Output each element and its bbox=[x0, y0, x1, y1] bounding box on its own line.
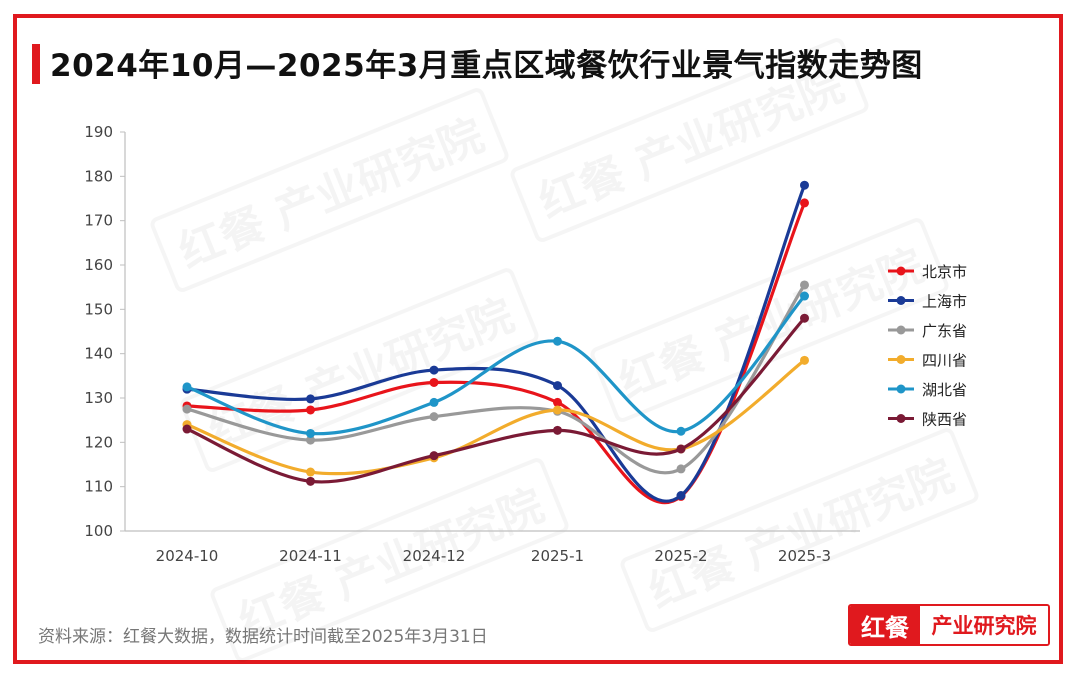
data-point bbox=[553, 397, 562, 407]
data-point bbox=[800, 180, 809, 190]
data-point bbox=[553, 336, 562, 346]
data-point bbox=[306, 428, 315, 438]
data-point bbox=[306, 476, 315, 486]
legend-swatch-marker bbox=[896, 355, 906, 364]
data-point bbox=[800, 280, 809, 290]
data-point bbox=[676, 444, 686, 454]
legend-swatch-marker bbox=[896, 384, 906, 394]
data-point bbox=[553, 425, 562, 435]
y-tick-label: 190 bbox=[84, 123, 113, 141]
legend-label: 四川省 bbox=[922, 352, 967, 370]
legend-swatch-marker bbox=[896, 325, 906, 335]
series-line-1 bbox=[185, 201, 807, 505]
data-point bbox=[429, 365, 439, 375]
data-point bbox=[429, 412, 439, 422]
logo-mark: 红餐 bbox=[850, 606, 920, 644]
y-tick-label: 180 bbox=[84, 167, 113, 185]
y-tick-label: 160 bbox=[84, 256, 113, 274]
data-point bbox=[429, 377, 439, 387]
chart-title: 2024年10月—2025年3月重点区域餐饮行业景气指数走势图 bbox=[50, 48, 923, 84]
x-tick-label: 2024-11 bbox=[279, 547, 342, 565]
data-point bbox=[429, 451, 439, 461]
data-point bbox=[182, 424, 192, 434]
series-line-5 bbox=[185, 294, 807, 436]
title-accent-bar bbox=[32, 44, 40, 84]
x-tick-label: 2024-10 bbox=[156, 547, 219, 565]
data-point bbox=[676, 464, 686, 474]
data-point bbox=[182, 404, 192, 414]
data-point bbox=[553, 381, 562, 391]
x-tick-label: 2024-12 bbox=[403, 547, 466, 565]
y-tick-label: 150 bbox=[84, 300, 113, 318]
y-tick-label: 170 bbox=[84, 212, 113, 230]
legend-swatch-marker bbox=[896, 414, 906, 423]
data-point bbox=[306, 435, 315, 445]
x-tick-label: 2025-2 bbox=[654, 547, 707, 565]
chart-frame bbox=[13, 14, 1063, 664]
data-point bbox=[306, 394, 315, 404]
y-tick-label: 100 bbox=[84, 522, 113, 540]
y-tick-label: 130 bbox=[84, 389, 113, 407]
data-point bbox=[553, 405, 562, 415]
source-note: 资料来源：红餐大数据，数据统计时间截至2025年3月31日 bbox=[38, 627, 488, 647]
legend-swatch-marker bbox=[896, 296, 906, 305]
data-point bbox=[800, 291, 809, 301]
legend-label: 上海市 bbox=[922, 293, 967, 311]
legend-label: 陕西省 bbox=[922, 411, 967, 429]
y-tick-label: 110 bbox=[84, 478, 113, 496]
data-point bbox=[306, 467, 315, 477]
y-tick-label: 120 bbox=[84, 433, 113, 451]
legend-label: 广东省 bbox=[922, 322, 967, 340]
x-tick-label: 2025-3 bbox=[778, 547, 831, 565]
data-point bbox=[306, 405, 315, 415]
series-line-6 bbox=[185, 316, 807, 484]
legend-label: 湖北省 bbox=[922, 381, 967, 399]
data-point bbox=[800, 313, 809, 323]
data-point bbox=[676, 426, 686, 436]
legend-swatch-marker bbox=[896, 266, 906, 276]
data-point bbox=[800, 355, 809, 365]
series-line-4 bbox=[185, 358, 807, 476]
data-point bbox=[182, 382, 192, 392]
brand-logo: 红餐 产业研究院 bbox=[848, 604, 1050, 646]
data-point bbox=[676, 491, 686, 501]
x-tick-label: 2025-1 bbox=[531, 547, 584, 565]
data-point bbox=[800, 198, 809, 208]
logo-text: 产业研究院 bbox=[920, 606, 1048, 644]
legend-label: 北京市 bbox=[922, 263, 967, 281]
series-line-2 bbox=[185, 183, 807, 503]
y-tick-label: 140 bbox=[84, 345, 113, 363]
data-point bbox=[429, 397, 439, 407]
